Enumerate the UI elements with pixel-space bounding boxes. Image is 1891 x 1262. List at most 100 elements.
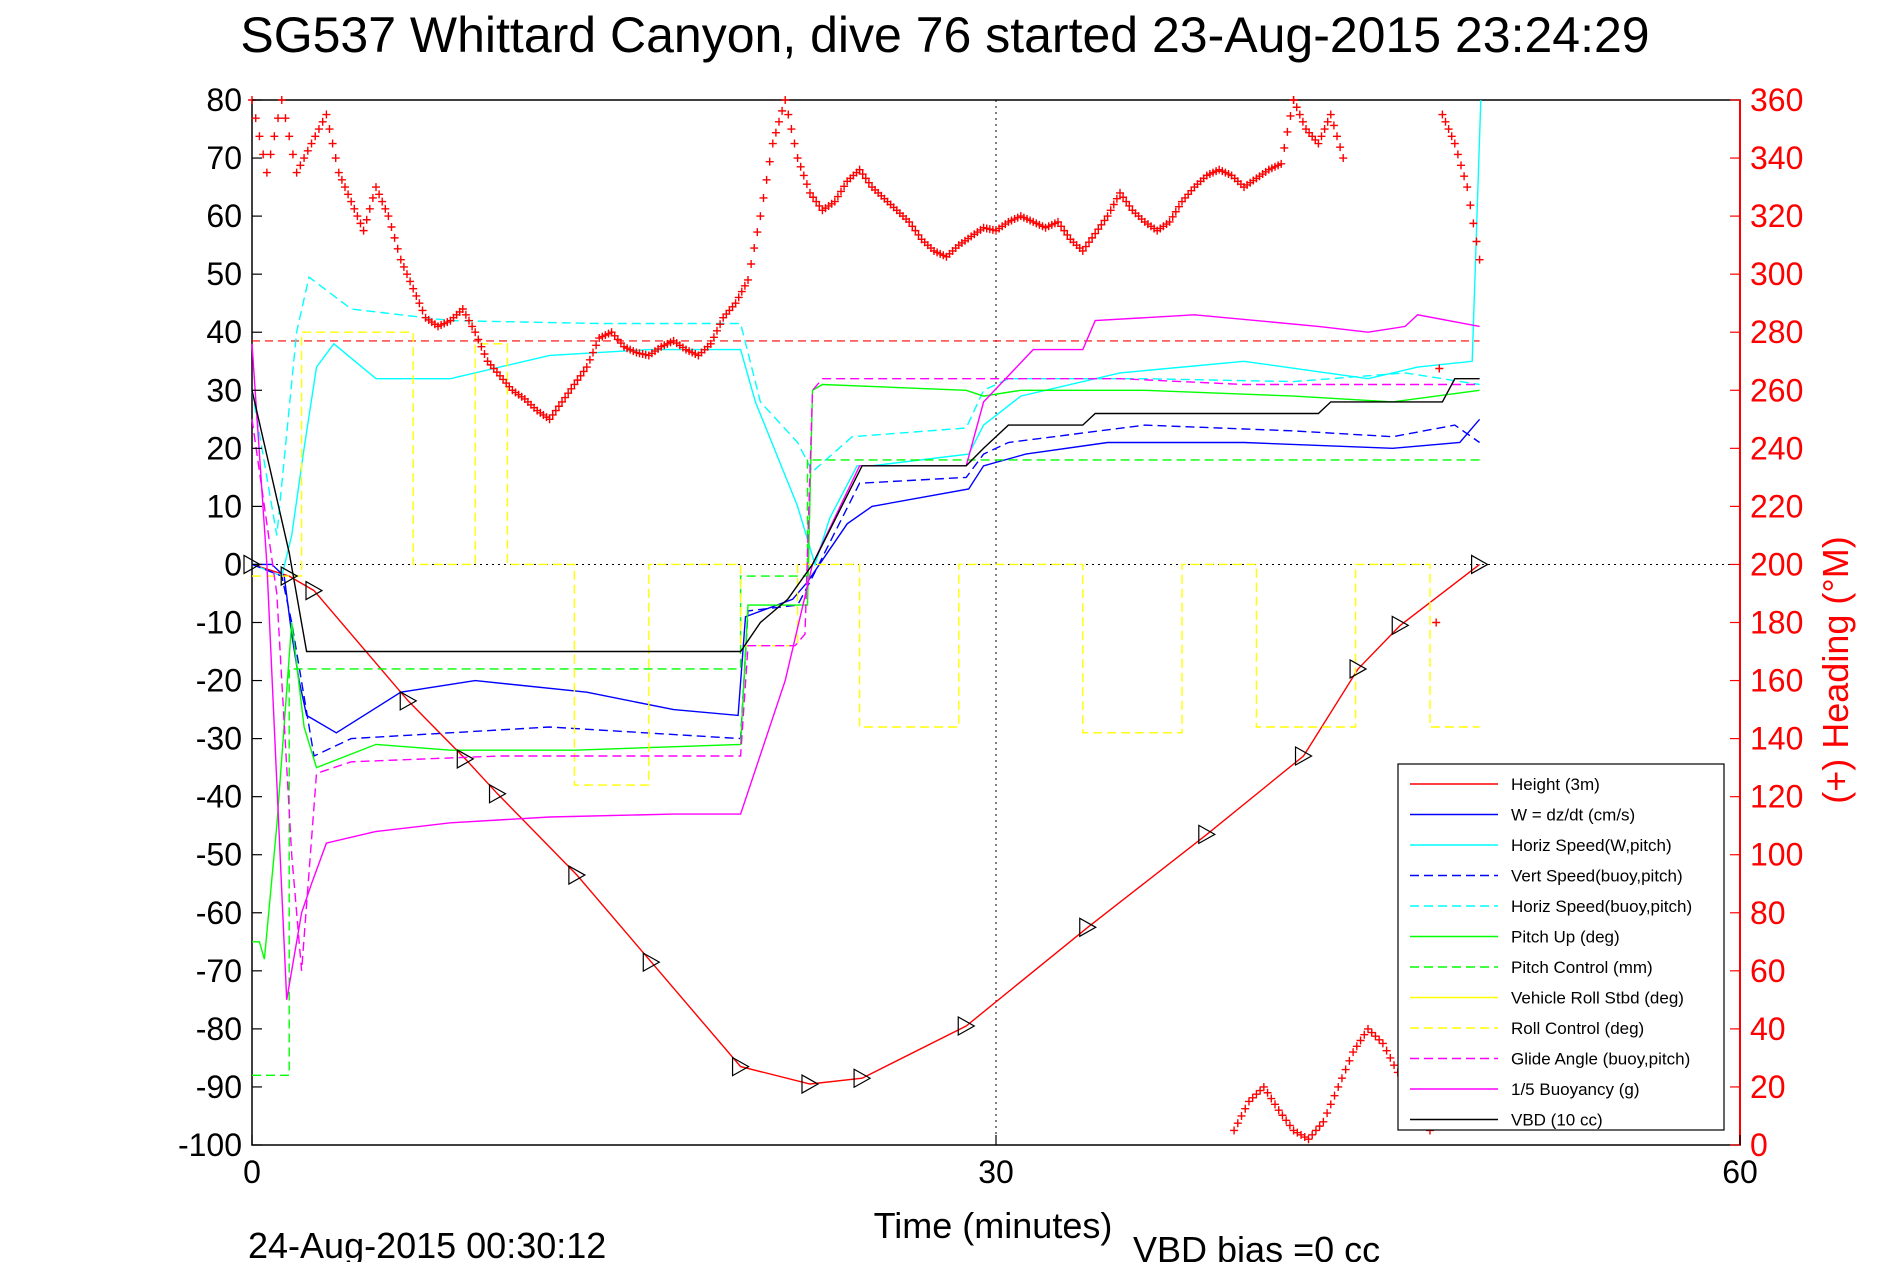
heading-marker [1100, 216, 1109, 225]
heading-marker [1469, 219, 1478, 228]
heading-marker [858, 170, 867, 179]
heading-marker [830, 197, 839, 206]
legend-box [1397, 763, 1725, 1131]
heading-marker [356, 219, 365, 228]
heading-marker [344, 190, 353, 199]
left-tick-label: -40 [196, 779, 242, 815]
series-line-10 [251, 314, 1480, 1001]
heading-marker [331, 154, 340, 163]
right-axis-ticks: 3603403203002802602402202001801601401201… [1730, 82, 1803, 1163]
heading-marker [796, 162, 805, 171]
heading-marker [1259, 1082, 1268, 1091]
heading-marker [582, 363, 591, 372]
heading-marker [270, 132, 279, 141]
heading-marker [387, 222, 396, 231]
heading-marker [251, 114, 260, 123]
heading-marker [1386, 1053, 1395, 1062]
heading-marker [561, 393, 570, 402]
heading-marker [1277, 159, 1286, 168]
heading-marker [1054, 217, 1062, 226]
heading-marker [737, 287, 746, 296]
heading-marker [1453, 150, 1462, 159]
heading-marker [461, 310, 470, 319]
heading-marker [576, 371, 585, 380]
series-line-0 [251, 563, 1481, 1085]
height-marker [1470, 554, 1489, 575]
legend-entry-7: Vehicle Roll Stbd (deg) [1511, 989, 1684, 1008]
heading-marker [558, 397, 566, 406]
heading-marker [368, 193, 377, 202]
heading-marker [567, 384, 576, 393]
heading-marker [277, 96, 286, 104]
right-tick-label: 320 [1750, 198, 1803, 234]
heading-marker [1091, 229, 1100, 238]
heading-marker [1330, 1091, 1339, 1100]
heading-marker [1252, 1090, 1261, 1099]
left-tick-label: -90 [196, 1069, 242, 1105]
heading-marker [480, 349, 489, 358]
heading-marker [403, 270, 411, 279]
height-marker [280, 566, 299, 587]
heading-marker [1435, 364, 1444, 373]
legend-entry-10: 1/5 Buoyancy (g) [1511, 1080, 1640, 1099]
heading-marker [337, 175, 346, 184]
heading-marker [548, 410, 557, 419]
heading-marker [1375, 1035, 1384, 1044]
heading-marker [1165, 217, 1174, 226]
left-tick-label: 70 [206, 140, 242, 176]
heading-marker [778, 106, 787, 115]
heading-marker [1263, 1088, 1272, 1097]
heading-marker [381, 204, 390, 213]
x-axis-ticks: 0 30 60 [243, 1135, 1758, 1190]
x-tick-label: 30 [978, 1154, 1014, 1190]
heading-marker [759, 193, 768, 202]
right-tick-label: 260 [1750, 372, 1803, 408]
heading-marker [1320, 125, 1329, 134]
heading-marker [1244, 1097, 1253, 1106]
heading-marker [840, 182, 849, 191]
heading-marker [1364, 1024, 1372, 1033]
heading-marker [815, 201, 824, 210]
heading-marker [328, 139, 337, 148]
heading-marker [1323, 1109, 1332, 1118]
heading-marker [1060, 226, 1069, 235]
heading-marker [1103, 212, 1112, 221]
heading-marker [1248, 1093, 1257, 1102]
right-tick-label: 120 [1750, 779, 1803, 815]
heading-marker [545, 415, 554, 424]
height-marker [801, 1074, 820, 1095]
heading-marker [1463, 183, 1472, 192]
heading-marker [353, 212, 362, 221]
heading-marker [350, 204, 359, 213]
heading-marker [1450, 139, 1459, 148]
height-marker [957, 1015, 976, 1037]
heading-marker [1336, 143, 1345, 152]
legend-entry-0: Height (3m) [1511, 775, 1600, 794]
heading-marker [570, 380, 579, 389]
legend-entry-3: Vert Speed(buoy,pitch) [1511, 867, 1683, 886]
heading-marker [1286, 111, 1295, 120]
heading-marker [471, 328, 480, 337]
heading-marker [393, 244, 402, 253]
heading-marker [372, 183, 380, 192]
heading-marker [753, 228, 762, 237]
heading-marker [1282, 1116, 1291, 1125]
heading-marker [1298, 117, 1307, 126]
heading-marker [1352, 1042, 1361, 1051]
right-tick-label: 20 [1750, 1069, 1786, 1105]
left-tick-label: 50 [206, 256, 242, 292]
heading-marker [1085, 238, 1093, 247]
heading-marker [396, 255, 405, 264]
heading-marker [477, 342, 486, 351]
heading-marker [833, 192, 842, 201]
heading-marker [744, 275, 752, 284]
heading-marker [1367, 1028, 1376, 1037]
left-tick-label: -100 [178, 1127, 242, 1163]
heading-marker [1174, 202, 1183, 211]
heading-marker [300, 154, 309, 163]
heading-marker [1285, 1121, 1294, 1130]
heading-marker [589, 348, 597, 357]
heading-marker [1317, 132, 1326, 141]
heading-marker [311, 132, 320, 141]
right-tick-label: 340 [1750, 140, 1803, 176]
